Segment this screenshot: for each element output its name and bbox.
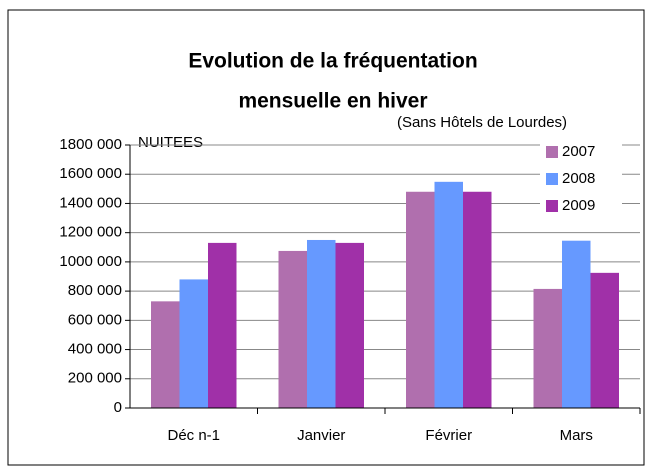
legend-swatch [546, 146, 558, 158]
bar [151, 301, 180, 408]
legend-swatch [546, 173, 558, 185]
y-tick-label: 1400 000 [59, 194, 122, 211]
y-axis-label: NUITEES [138, 134, 203, 151]
x-tick-label: Déc n-1 [167, 427, 220, 444]
x-tick-label: Mars [560, 427, 593, 444]
bar [179, 279, 208, 408]
x-tick-label: Janvier [297, 427, 345, 444]
y-tick-label: 1000 000 [59, 253, 122, 270]
bar [533, 288, 562, 408]
bar [208, 242, 237, 408]
bar [562, 240, 591, 408]
chart-title: mensuelle en hiver [238, 90, 427, 113]
y-tick-label: 1200 000 [59, 224, 122, 241]
bar [278, 250, 307, 408]
bar [590, 272, 619, 408]
bar [335, 242, 364, 408]
y-tick-label: 1600 000 [59, 165, 122, 182]
bar [463, 191, 492, 408]
y-tick-label: 1800 000 [59, 136, 122, 153]
bar [434, 181, 463, 408]
legend-label: 2007 [562, 143, 595, 160]
y-tick-label: 400 000 [68, 341, 122, 358]
legend-swatch [546, 200, 558, 212]
chart-subtitle: (Sans Hôtels de Lourdes) [397, 114, 567, 131]
y-tick-label: 0 [114, 399, 122, 416]
y-tick-label: 200 000 [68, 370, 122, 387]
bar [406, 191, 435, 408]
x-tick-label: Février [425, 427, 472, 444]
y-tick-label: 600 000 [68, 311, 122, 328]
chart-title: Evolution de la fréquentation [188, 50, 477, 73]
legend-label: 2009 [562, 197, 595, 214]
bar [307, 239, 336, 408]
y-tick-label: 800 000 [68, 282, 122, 299]
legend-label: 2008 [562, 170, 595, 187]
